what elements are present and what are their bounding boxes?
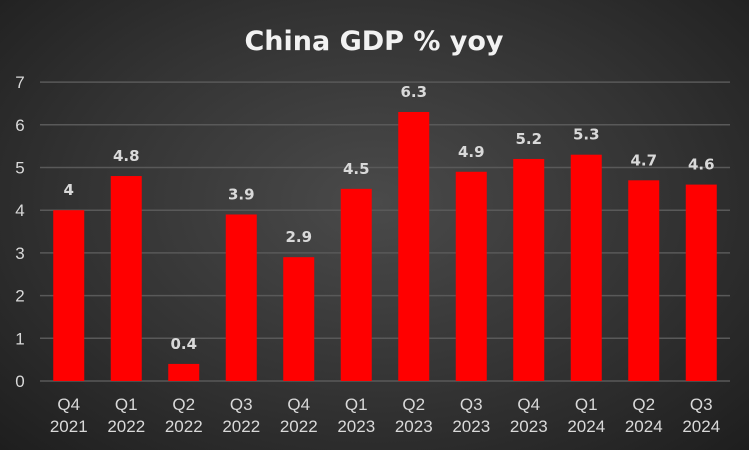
data-label: 3.9 [228, 185, 255, 203]
data-label: 4 [64, 181, 74, 199]
data-label: 0.4 [170, 335, 197, 353]
y-tick-label: 5 [15, 159, 24, 178]
data-label: 4.8 [113, 147, 140, 165]
bar [398, 111, 430, 382]
bar [685, 184, 717, 381]
x-tick-label: Q4 2022 [280, 395, 318, 436]
y-tick-label: 3 [15, 244, 24, 263]
bar [53, 210, 85, 381]
data-label: 4.9 [458, 143, 485, 161]
bar [283, 257, 315, 381]
bar [340, 188, 372, 381]
bar [168, 363, 200, 381]
bar [110, 176, 142, 381]
y-tick-label: 6 [15, 116, 24, 135]
data-label: 5.2 [515, 130, 542, 148]
bar [455, 171, 487, 381]
x-tick-label: Q2 2024 [625, 395, 663, 436]
y-tick-label: 0 [15, 372, 24, 391]
x-tick-label: Q3 2023 [452, 395, 490, 436]
y-tick-label: 4 [15, 201, 24, 220]
bar [628, 180, 660, 381]
chart-title: China GDP % yoy [244, 26, 503, 57]
x-tick-label: Q1 2022 [107, 395, 145, 436]
data-label: 6.3 [400, 83, 427, 101]
x-tick-label: Q4 2021 [50, 395, 88, 436]
bar [513, 158, 545, 381]
y-tick-label: 1 [15, 329, 24, 348]
data-label: 4.6 [688, 156, 715, 174]
data-label: 5.3 [573, 126, 600, 144]
bar [570, 154, 602, 381]
x-tick-label: Q1 2024 [567, 395, 605, 436]
data-label: 4.7 [630, 151, 657, 169]
y-tick-label: 2 [15, 287, 24, 306]
x-tick-label: Q2 2023 [395, 395, 433, 436]
data-label: 4.5 [343, 160, 370, 178]
x-tick-label: Q3 2024 [682, 395, 720, 436]
x-tick-label: Q2 2022 [165, 395, 203, 436]
x-tick-label: Q4 2023 [510, 395, 548, 436]
bar [225, 214, 257, 381]
x-tick-label: Q3 2022 [222, 395, 260, 436]
y-tick-label: 7 [15, 73, 24, 92]
data-label: 2.9 [285, 228, 312, 246]
x-tick-label: Q1 2023 [337, 395, 375, 436]
